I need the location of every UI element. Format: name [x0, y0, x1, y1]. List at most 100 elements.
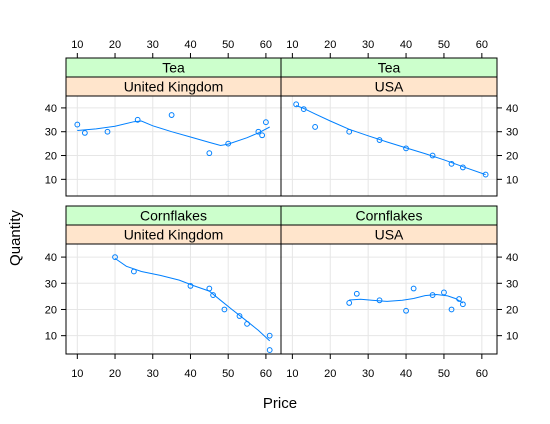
data-point: [346, 300, 353, 306]
y-tick-label-right: 20: [506, 304, 518, 316]
x-tick-label-bottom: 20: [324, 368, 336, 380]
data-point: [293, 101, 300, 108]
data-point: [312, 124, 319, 130]
x-tick-label-top: 60: [260, 39, 272, 51]
y-tick-label-right: 20: [506, 151, 518, 163]
x-tick-label-top: 40: [184, 39, 196, 51]
data-point: [459, 164, 466, 171]
y-tick-label-left: 40: [45, 103, 57, 115]
data-point: [255, 128, 262, 135]
x-tick-label-top: 40: [400, 39, 412, 51]
x-tick-label-bottom: 50: [438, 368, 450, 380]
data-point: [353, 290, 360, 297]
smooth-line: [349, 293, 464, 304]
panel-frame: [65, 95, 282, 197]
data-point: [210, 292, 217, 298]
data-point: [263, 119, 269, 126]
x-tick-label-bottom: 20: [109, 368, 121, 380]
data-point: [300, 106, 307, 112]
x-tick-label-bottom: 40: [184, 368, 196, 380]
x-tick-label-bottom: 30: [147, 368, 159, 380]
y-tick-label-left: 30: [45, 127, 57, 139]
data-point: [168, 112, 175, 118]
strip-country-label: United Kingdom: [124, 79, 224, 95]
data-point: [429, 292, 436, 298]
panel-frame: [65, 243, 282, 355]
x-tick-label-top: 50: [438, 39, 450, 51]
x-tick-label-top: 50: [222, 39, 234, 51]
y-tick-label-left: 10: [45, 331, 57, 343]
y-tick-label-left: 10: [45, 174, 57, 186]
x-tick-label-bottom: 10: [286, 368, 298, 380]
data-point: [403, 307, 409, 314]
x-tick-label-top: 30: [362, 39, 374, 51]
smooth-line: [77, 120, 270, 147]
x-tick-label-bottom: 60: [260, 368, 272, 380]
x-tick-label-top: 10: [286, 39, 298, 51]
x-tick-label-bottom: 60: [476, 368, 488, 380]
y-tick-label-left: 30: [45, 278, 57, 290]
x-tick-label-top: 60: [476, 39, 488, 51]
x-tick-label-top: 20: [109, 39, 121, 51]
data-point: [266, 347, 273, 353]
frames-layer: [65, 95, 498, 355]
data-point: [482, 171, 489, 178]
strip-country-label: USA: [375, 227, 404, 243]
data-point: [206, 150, 213, 157]
strip-country-label: USA: [375, 79, 404, 95]
data-point: [112, 254, 118, 260]
data-point: [81, 130, 88, 136]
y-tick-label-left: 20: [45, 151, 57, 163]
y-tick-label-right: 10: [506, 331, 518, 343]
points-layer: [74, 101, 489, 353]
x-tick-label-top: 10: [71, 39, 83, 51]
axes-layer: 10 10 20 20 30 30 40 40 50 50 60 60 10 10 20 20 30 30 40 40…: [45, 39, 519, 380]
data-point: [187, 283, 194, 289]
data-point: [448, 306, 455, 313]
strip-product-label: Cornflakes: [140, 208, 207, 224]
data-point: [74, 121, 81, 128]
strip-product-label: Cornflakes: [356, 208, 423, 224]
data-point: [130, 268, 137, 275]
strip-product-label: Tea: [162, 60, 185, 76]
y-axis-label: Quantity: [7, 210, 24, 266]
data-point: [459, 301, 466, 308]
data-point: [236, 313, 243, 319]
data-point: [448, 160, 455, 167]
x-tick-label-bottom: 30: [362, 368, 374, 380]
y-tick-label-right: 30: [506, 127, 518, 139]
smooth-line: [296, 105, 486, 176]
smooth-line: [114, 257, 271, 342]
y-tick-label-right: 30: [506, 278, 518, 290]
data-point: [346, 128, 353, 135]
panel-frame: [280, 243, 498, 355]
data-point: [429, 152, 436, 159]
strip-product-label: Tea: [378, 60, 401, 76]
x-tick-label-bottom: 10: [71, 368, 83, 380]
data-point: [206, 285, 213, 292]
strip-country-label: United Kingdom: [124, 227, 224, 243]
data-point: [410, 285, 417, 292]
data-point: [376, 297, 383, 304]
data-point: [441, 289, 447, 296]
x-tick-label-bottom: 50: [222, 368, 234, 380]
y-tick-label-left: 20: [45, 304, 57, 316]
panel-frame: [280, 95, 498, 197]
data-point: [104, 128, 111, 135]
x-tick-label-top: 30: [147, 39, 159, 51]
grid-layer: [66, 96, 497, 354]
data-point: [225, 140, 232, 147]
data-point: [266, 332, 273, 339]
strips-layer: Tea United Kingdom Tea USA Cornflakes United …: [65, 57, 498, 245]
y-tick-label-left: 40: [45, 252, 57, 264]
x-tick-label-bottom: 40: [400, 368, 412, 380]
data-point: [456, 296, 463, 302]
x-axis-label: Price: [263, 395, 297, 412]
data-point: [376, 137, 383, 143]
y-tick-label-right: 10: [506, 174, 518, 186]
data-point: [403, 145, 409, 152]
data-point: [244, 320, 250, 327]
data-point: [221, 306, 228, 313]
y-tick-label-right: 40: [506, 252, 518, 264]
